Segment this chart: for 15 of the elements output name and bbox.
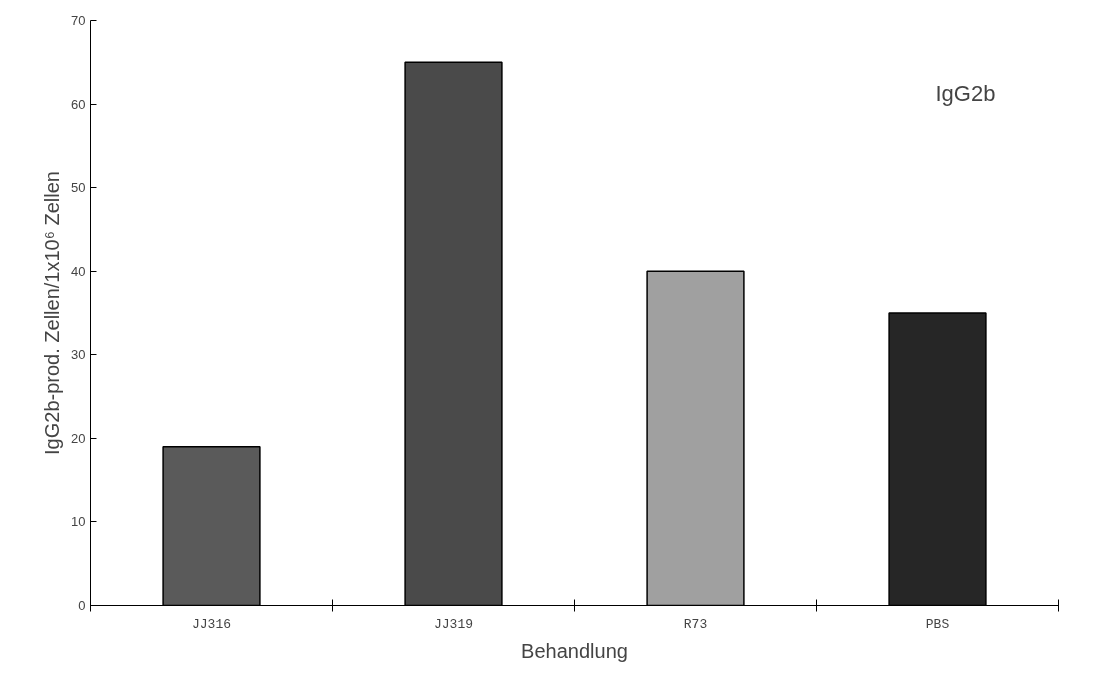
y-axis-title: IgG2b-prod. Zellen/1x10⁶ Zellen — [41, 171, 64, 455]
x-tick-label: JJ316 — [192, 616, 232, 632]
y-tick-label: 70 — [71, 13, 86, 28]
y-tick-label: 30 — [71, 347, 86, 363]
x-tick-label: JJ319 — [434, 616, 474, 632]
y-tick-label: 60 — [71, 96, 86, 112]
y-tick-label: 40 — [71, 263, 86, 279]
y-tick-label: 50 — [71, 180, 86, 196]
x-axis-title: Behandlung — [521, 639, 628, 662]
y-tick-label: 0 — [78, 598, 86, 613]
y-tick-label: 10 — [71, 514, 86, 530]
x-tick-label: R73 — [683, 616, 708, 632]
annotation: IgG2b — [935, 80, 996, 106]
y-tick-label: 20 — [71, 430, 86, 446]
x-tick-label: PBS — [925, 616, 950, 632]
